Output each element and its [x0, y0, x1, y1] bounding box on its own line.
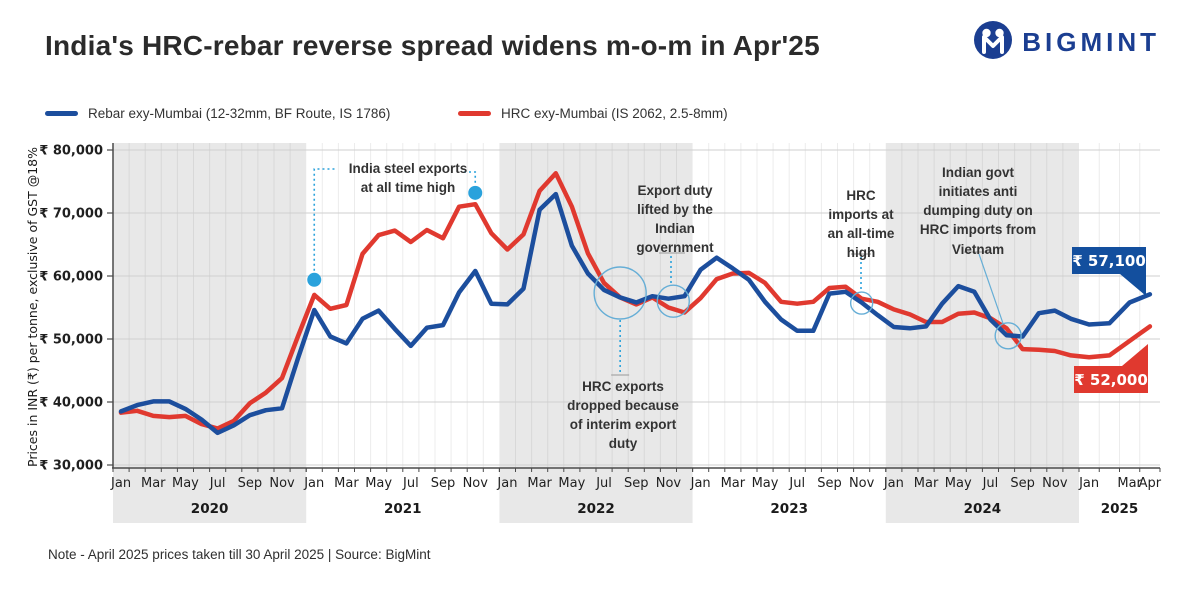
svg-text:Jul: Jul: [402, 476, 419, 491]
svg-text:₹ 52,000: ₹ 52,000: [1074, 371, 1148, 389]
annotation-anti-dumping: Indian govt initiates anti dumping duty …: [919, 165, 1037, 257]
svg-text:Nov: Nov: [463, 476, 489, 491]
svg-text:₹ 70,000: ₹ 70,000: [39, 207, 103, 222]
svg-text:Jan: Jan: [1078, 476, 1099, 491]
svg-text:Jan: Jan: [883, 476, 904, 491]
svg-text:May: May: [558, 476, 585, 491]
legend-item-rebar: Rebar exy-Mumbai (12-32mm, BF Route, IS …: [45, 106, 390, 121]
svg-text:May: May: [945, 476, 972, 491]
svg-text:May: May: [752, 476, 779, 491]
svg-text:Jul: Jul: [209, 476, 226, 491]
legend-item-hrc: HRC exy-Mumbai (IS 2062, 2.5-8mm): [458, 106, 728, 121]
svg-text:Jan: Jan: [110, 476, 131, 491]
svg-text:2022: 2022: [577, 501, 615, 517]
axis-labels: ₹ 30,000 ₹ 40,000 ₹ 50,000 ₹ 60,000 ₹ 70,000…: [25, 144, 1162, 518]
svg-text:₹ 50,000: ₹ 50,000: [39, 333, 103, 348]
svg-text:₹ 57,100: ₹ 57,100: [1072, 252, 1146, 270]
svg-text:2025: 2025: [1101, 501, 1139, 517]
chart-title: India's HRC-rebar reverse spread widens …: [45, 30, 820, 61]
svg-text:Sep: Sep: [817, 476, 842, 491]
svg-text:Jul: Jul: [788, 476, 805, 491]
svg-text:Jul: Jul: [982, 476, 999, 491]
annotation-steel-exports: India steel exports at all time high: [348, 161, 468, 196]
svg-text:₹ 30,000: ₹ 30,000: [39, 459, 103, 474]
bigmint-logo-text: BIGMINT: [1022, 27, 1160, 57]
annotation-hrc-imports: HRC imports at an all-time high: [827, 188, 895, 261]
svg-text:Sep: Sep: [431, 476, 456, 491]
bigmint-logo: BIGMINT: [973, 20, 1160, 65]
svg-text:Nov: Nov: [656, 476, 682, 491]
svg-text:Mar: Mar: [1117, 476, 1142, 491]
legend-swatch-rebar: [45, 111, 78, 116]
svg-text:Mar: Mar: [527, 476, 552, 491]
svg-text:Jan: Jan: [690, 476, 711, 491]
svg-text:2021: 2021: [384, 501, 422, 517]
svg-text:2024: 2024: [964, 501, 1002, 517]
svg-text:May: May: [172, 476, 199, 491]
svg-text:Mar: Mar: [141, 476, 166, 491]
svg-text:Nov: Nov: [849, 476, 875, 491]
svg-text:Nov: Nov: [269, 476, 295, 491]
svg-text:₹ 60,000: ₹ 60,000: [39, 270, 103, 285]
annotation-hrc-exports-dropped: HRC exports dropped because of interim e…: [567, 379, 679, 452]
svg-text:Jul: Jul: [595, 476, 612, 491]
bigmint-logo-icon: [973, 20, 1013, 65]
svg-text:Sep: Sep: [238, 476, 263, 491]
svg-text:Nov: Nov: [1042, 476, 1068, 491]
chart-legend: Rebar exy-Mumbai (12-32mm, BF Route, IS …: [45, 106, 945, 126]
svg-text:Sep: Sep: [1010, 476, 1035, 491]
svg-text:₹ 40,000: ₹ 40,000: [39, 396, 103, 411]
svg-text:Mar: Mar: [914, 476, 939, 491]
legend-label-hrc: HRC exy-Mumbai (IS 2062, 2.5-8mm): [501, 106, 728, 121]
svg-text:Jan: Jan: [303, 476, 324, 491]
svg-text:Jan: Jan: [496, 476, 517, 491]
series-rebar-line: [118, 191, 1153, 436]
end-value-flags: ₹ 57,100 ₹ 52,000: [1072, 247, 1148, 393]
legend-swatch-hrc: [458, 111, 491, 116]
svg-text:Mar: Mar: [721, 476, 746, 491]
legend-label-rebar: Rebar exy-Mumbai (12-32mm, BF Route, IS …: [88, 106, 391, 121]
annotation-graphics: [307, 168, 1022, 376]
svg-text:Mar: Mar: [334, 476, 359, 491]
source-note: Note - April 2025 prices taken till 30 A…: [48, 547, 431, 562]
annotation-export-duty: Export duty lifted by the Indian governm…: [636, 183, 714, 256]
svg-text:2023: 2023: [770, 501, 808, 517]
svg-text:₹ 80,000: ₹ 80,000: [39, 144, 103, 159]
axes: [107, 143, 1161, 472]
svg-text:Sep: Sep: [624, 476, 649, 491]
svg-text:May: May: [365, 476, 392, 491]
svg-text:Prices in INR (₹) per tonne, e: Prices in INR (₹) per tonne, exclusive o…: [25, 147, 40, 467]
svg-text:2020: 2020: [191, 501, 229, 517]
svg-text:Apr: Apr: [1139, 476, 1162, 491]
value-gridlines: [113, 149, 1160, 466]
